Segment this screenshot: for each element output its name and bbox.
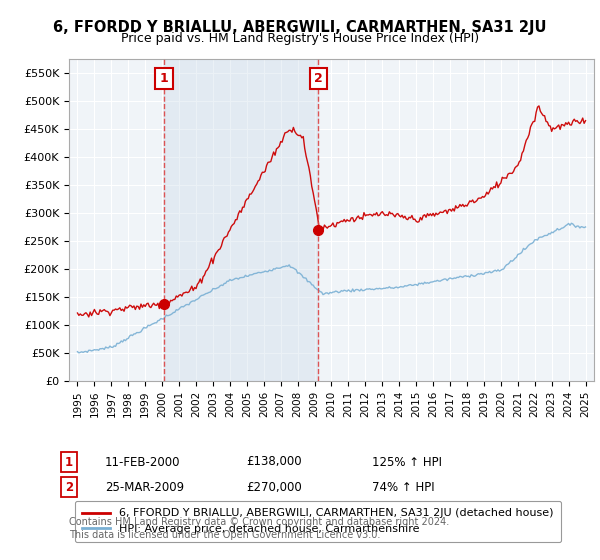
Text: 2: 2 bbox=[314, 72, 323, 85]
Text: 6, FFORDD Y BRIALLU, ABERGWILI, CARMARTHEN, SA31 2JU: 6, FFORDD Y BRIALLU, ABERGWILI, CARMARTH… bbox=[53, 20, 547, 35]
Text: Contains HM Land Registry data © Crown copyright and database right 2024.: Contains HM Land Registry data © Crown c… bbox=[69, 517, 449, 527]
Text: Price paid vs. HM Land Registry's House Price Index (HPI): Price paid vs. HM Land Registry's House … bbox=[121, 32, 479, 45]
Text: 2: 2 bbox=[65, 480, 73, 494]
Text: £138,000: £138,000 bbox=[246, 455, 302, 469]
Text: 11-FEB-2000: 11-FEB-2000 bbox=[105, 455, 181, 469]
Text: £270,000: £270,000 bbox=[246, 480, 302, 494]
Text: 74% ↑ HPI: 74% ↑ HPI bbox=[372, 480, 434, 494]
Text: 1: 1 bbox=[160, 72, 169, 85]
Text: This data is licensed under the Open Government Licence v3.0.: This data is licensed under the Open Gov… bbox=[69, 530, 380, 540]
Legend: 6, FFORDD Y BRIALLU, ABERGWILI, CARMARTHEN, SA31 2JU (detached house), HPI: Aver: 6, FFORDD Y BRIALLU, ABERGWILI, CARMARTH… bbox=[74, 501, 561, 542]
Text: 125% ↑ HPI: 125% ↑ HPI bbox=[372, 455, 442, 469]
Text: 25-MAR-2009: 25-MAR-2009 bbox=[105, 480, 184, 494]
Text: 1: 1 bbox=[65, 455, 73, 469]
